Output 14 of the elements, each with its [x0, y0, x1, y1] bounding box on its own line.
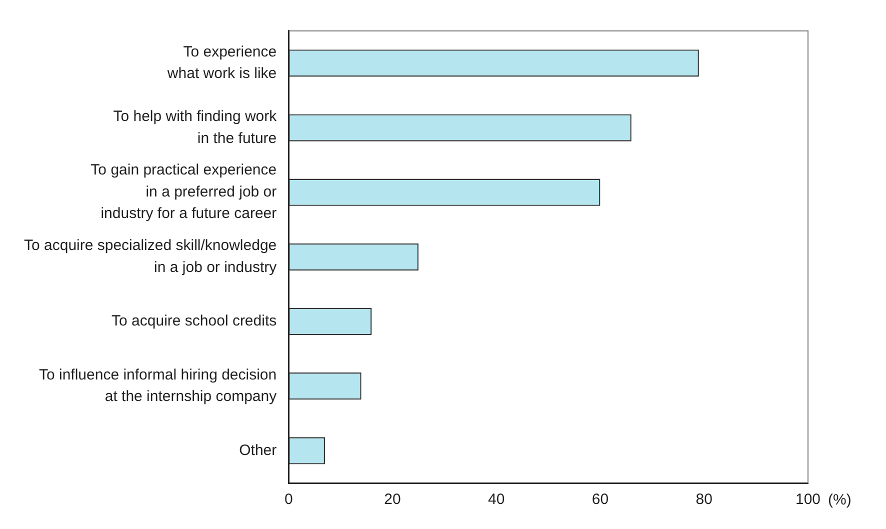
y-tick-label: To acquire school credits [112, 312, 277, 330]
x-tick-label: 20 [384, 491, 401, 508]
y-tick-label: To help with finding work in the future [113, 108, 278, 147]
x-tick-label: 0 [284, 491, 293, 508]
y-tick-label: To influence informal hiring decision at the internship company [38, 366, 278, 406]
y-tick-label: To experience what work is like [166, 43, 277, 82]
y-tick-label: To acquire specialized skill/knowledge in a job or industry [24, 237, 278, 276]
x-axis-title: (%) [828, 492, 852, 509]
y-tick-label: To gain practical experience in a preferred job or industry for a future career [90, 162, 277, 222]
x-tick-label: 40 [488, 491, 505, 508]
y-tick-label: Other [239, 442, 277, 459]
x-tick-label: 100 [795, 491, 821, 508]
x-tick-label: 80 [696, 491, 712, 508]
x-tick-label: 60 [592, 491, 609, 508]
